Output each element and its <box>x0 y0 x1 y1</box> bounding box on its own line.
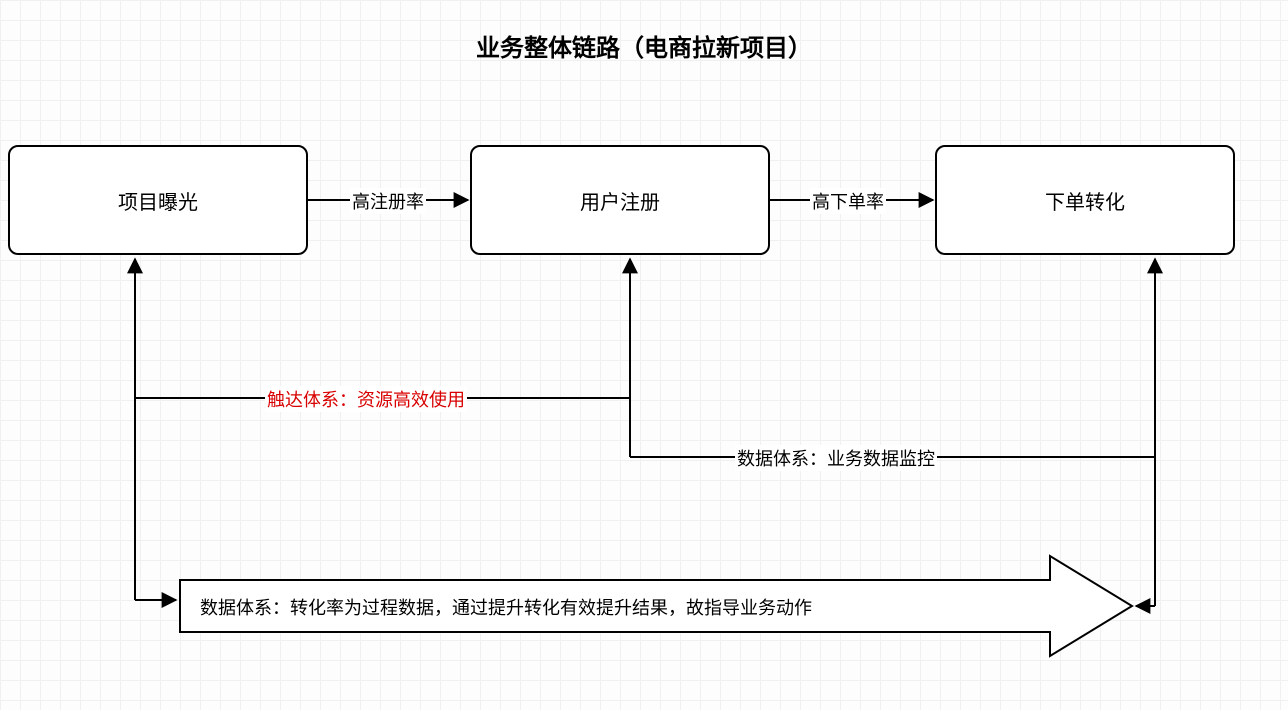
big-arrow-label: 数据体系：转化率为过程数据，通过提升转化有效提升结果，故指导业务动作 <box>200 594 812 620</box>
edge-label-high-register: 高注册率 <box>350 188 426 214</box>
annotation-monitor-label: 数据体系：业务数据监控 <box>735 445 937 471</box>
edge-label-high-order: 高下单率 <box>810 188 886 214</box>
diagram-canvas: 业务整体链路（电商拉新项目） 项目曝光 用户注册 下单转化 <box>0 0 1288 710</box>
annotation-reach-label: 触达体系：资源高效使用 <box>265 386 467 412</box>
